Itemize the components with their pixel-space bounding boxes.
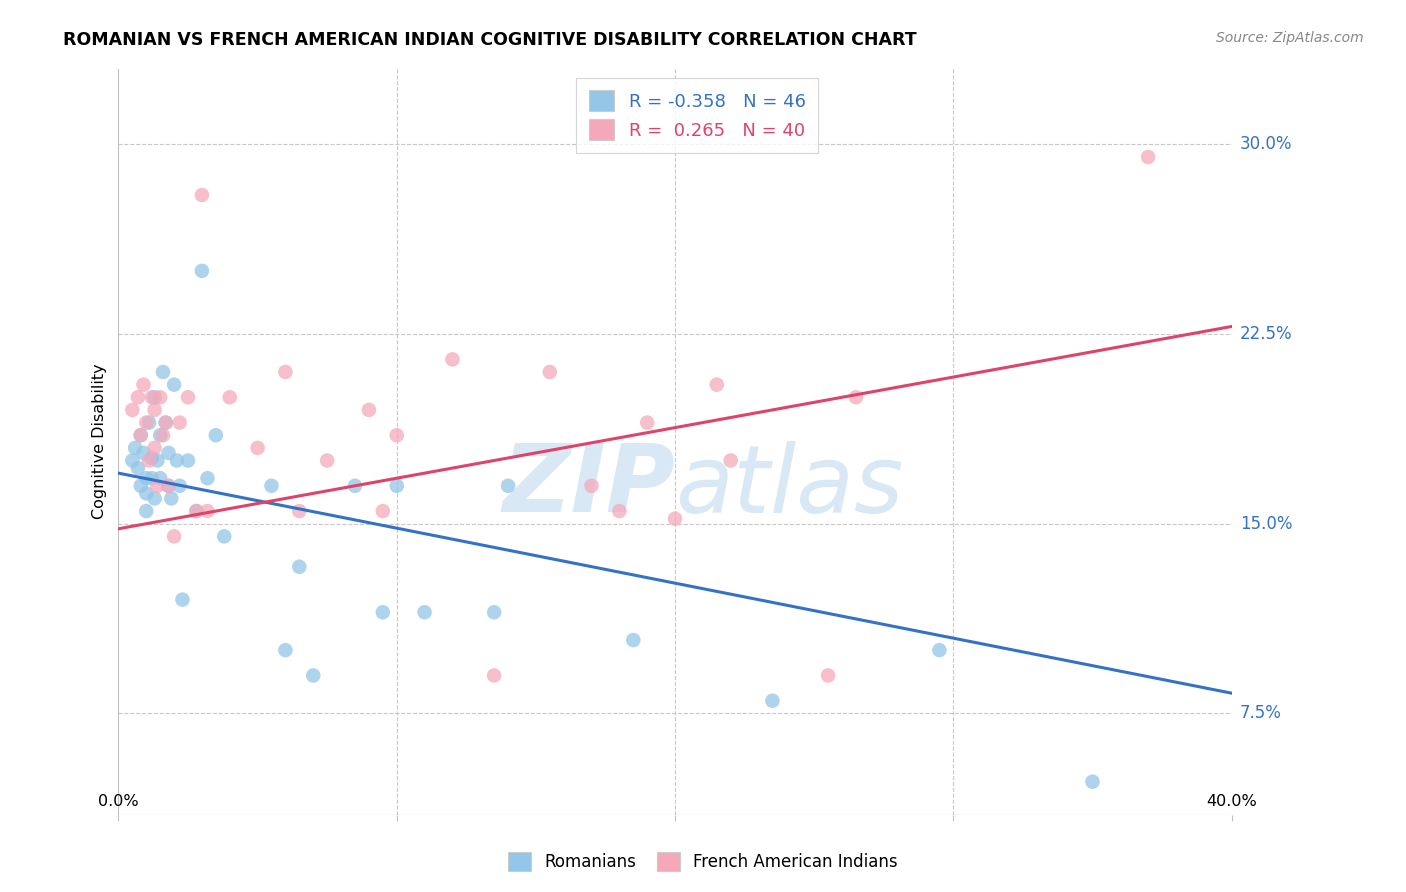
Text: ROMANIAN VS FRENCH AMERICAN INDIAN COGNITIVE DISABILITY CORRELATION CHART: ROMANIAN VS FRENCH AMERICAN INDIAN COGNI… — [63, 31, 917, 49]
Point — [482, 605, 505, 619]
Point — [135, 416, 157, 430]
Y-axis label: Cognitive Disability: Cognitive Disability — [93, 364, 107, 519]
Point — [928, 643, 950, 657]
Point — [163, 529, 186, 543]
Point — [157, 479, 180, 493]
Point — [186, 504, 208, 518]
Text: 0.0%: 0.0% — [98, 795, 139, 809]
Text: Source: ZipAtlas.com: Source: ZipAtlas.com — [1216, 31, 1364, 45]
Point — [538, 365, 561, 379]
Point — [141, 390, 163, 404]
Point — [371, 605, 394, 619]
Point — [274, 365, 297, 379]
Point — [664, 511, 686, 525]
Point — [186, 504, 208, 518]
Legend: R = -0.358   N = 46, R =  0.265   N = 40: R = -0.358 N = 46, R = 0.265 N = 40 — [576, 78, 818, 153]
Point — [135, 471, 157, 485]
Text: 22.5%: 22.5% — [1240, 325, 1292, 343]
Point — [121, 403, 143, 417]
Point — [169, 479, 191, 493]
Point — [706, 377, 728, 392]
Text: 30.0%: 30.0% — [1240, 136, 1292, 153]
Point — [146, 453, 169, 467]
Point — [357, 403, 380, 417]
Point — [761, 694, 783, 708]
Point — [157, 446, 180, 460]
Point — [246, 441, 269, 455]
Point — [155, 416, 177, 430]
Text: ZIP: ZIP — [502, 441, 675, 533]
Point — [143, 390, 166, 404]
Point — [636, 416, 658, 430]
Point — [288, 559, 311, 574]
Point — [191, 188, 214, 202]
Point — [160, 491, 183, 506]
Text: 15.0%: 15.0% — [1240, 515, 1292, 533]
Point — [155, 416, 177, 430]
Point — [149, 390, 172, 404]
Point — [149, 471, 172, 485]
Point — [132, 446, 155, 460]
Point — [385, 428, 408, 442]
Point — [138, 453, 160, 467]
Point — [817, 668, 839, 682]
Point — [288, 504, 311, 518]
Point — [152, 365, 174, 379]
Point — [143, 491, 166, 506]
Point — [121, 453, 143, 467]
Point — [1081, 774, 1104, 789]
Text: 7.5%: 7.5% — [1240, 705, 1282, 723]
Point — [169, 416, 191, 430]
Point — [581, 479, 603, 493]
Point — [129, 428, 152, 442]
Point — [720, 453, 742, 467]
Point — [127, 461, 149, 475]
Point — [845, 390, 868, 404]
Point — [177, 390, 200, 404]
Point — [621, 633, 644, 648]
Point — [302, 668, 325, 682]
Point — [138, 416, 160, 430]
Point — [163, 377, 186, 392]
Point — [1137, 150, 1160, 164]
Point — [197, 504, 219, 518]
Point — [143, 441, 166, 455]
Point — [205, 428, 228, 442]
Point — [441, 352, 464, 367]
Point — [141, 471, 163, 485]
Point — [316, 453, 339, 467]
Point — [343, 479, 366, 493]
Point — [172, 592, 194, 607]
Point — [135, 504, 157, 518]
Text: atlas: atlas — [675, 441, 903, 532]
Point — [212, 529, 235, 543]
Point — [127, 390, 149, 404]
Point — [482, 668, 505, 682]
Point — [152, 428, 174, 442]
Point — [260, 479, 283, 493]
Point — [385, 479, 408, 493]
Point — [609, 504, 631, 518]
Point — [132, 377, 155, 392]
Point — [157, 479, 180, 493]
Point — [166, 453, 188, 467]
Point — [129, 479, 152, 493]
Point — [135, 486, 157, 500]
Point — [177, 453, 200, 467]
Point — [129, 428, 152, 442]
Point — [197, 471, 219, 485]
Point — [274, 643, 297, 657]
Point — [218, 390, 240, 404]
Point — [143, 403, 166, 417]
Point — [146, 479, 169, 493]
Point — [496, 479, 519, 493]
Point — [413, 605, 436, 619]
Point — [149, 428, 172, 442]
Text: 40.0%: 40.0% — [1206, 795, 1257, 809]
Point — [141, 450, 163, 465]
Point — [124, 441, 146, 455]
Point — [191, 264, 214, 278]
Legend: Romanians, French American Indians: Romanians, French American Indians — [499, 843, 907, 880]
Point — [371, 504, 394, 518]
